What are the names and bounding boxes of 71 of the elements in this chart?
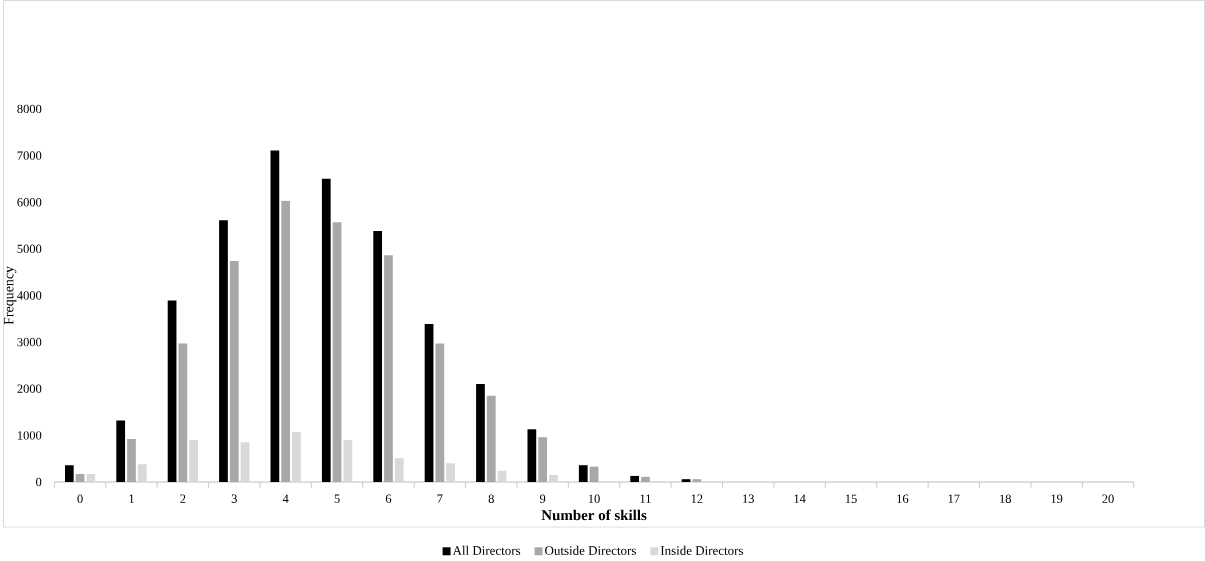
x-tick-label: 6 — [385, 494, 392, 504]
bar — [127, 439, 136, 483]
legend-label: Inside Directors — [660, 546, 744, 556]
legend-label: Outside Directors — [545, 546, 636, 556]
bar — [292, 432, 301, 483]
x-tick-label: 17 — [948, 494, 960, 503]
bar — [681, 479, 691, 483]
bar — [167, 300, 177, 483]
bar — [692, 479, 702, 483]
bar — [229, 261, 239, 483]
bar — [64, 465, 74, 483]
x-tick-label: 3 — [231, 494, 237, 504]
x-tick-label: 2 — [180, 494, 186, 503]
bar — [549, 475, 558, 483]
x-tick-label: 20 — [1102, 494, 1114, 504]
bar — [270, 150, 280, 483]
bar — [75, 474, 85, 483]
x-tick-label: 15 — [845, 494, 857, 504]
x-tick-label: 11 — [640, 494, 651, 503]
x-tick-label: 16 — [897, 494, 909, 504]
bar — [630, 476, 640, 483]
bar — [578, 465, 588, 483]
bar — [641, 477, 650, 483]
x-tick-label: 0 — [77, 494, 83, 504]
y-tick-label: 5000 — [17, 244, 42, 254]
x-tick-label: 13 — [743, 494, 754, 504]
x-tick-label: 12 — [691, 494, 703, 503]
x-tick-label: 5 — [334, 494, 340, 504]
x-axis-title: Number of skills — [541, 509, 647, 521]
bar — [497, 470, 507, 483]
y-tick-label: 7000 — [17, 151, 42, 160]
bar — [332, 222, 342, 483]
bar — [527, 429, 537, 483]
bar — [476, 384, 485, 483]
x-tick-label: 9 — [539, 494, 546, 504]
x-tick-label: 7 — [437, 494, 443, 503]
legend-label: All Directors — [452, 546, 521, 556]
bar — [435, 343, 445, 483]
bar — [116, 420, 126, 483]
bar — [394, 458, 404, 483]
y-tick-label: 8000 — [17, 104, 42, 114]
bar — [219, 220, 228, 483]
x-tick-label: 4 — [282, 494, 289, 503]
bar — [321, 179, 331, 483]
x-tick-label: 19 — [1051, 494, 1063, 504]
y-tick-label: 3000 — [17, 338, 42, 347]
x-tick-label: 10 — [588, 494, 600, 504]
bar — [240, 442, 250, 483]
x-tick-label: 14 — [794, 494, 806, 503]
bar — [486, 395, 496, 483]
bar — [178, 343, 188, 483]
bar — [384, 255, 393, 483]
bar — [137, 464, 147, 483]
bar — [189, 440, 199, 483]
bar — [589, 466, 599, 483]
y-tick-label: 2000 — [17, 384, 42, 394]
x-tick-label: 1 — [129, 494, 134, 503]
y-axis-title: Frequency — [4, 266, 17, 325]
bar — [373, 231, 383, 483]
x-tick-label: 8 — [488, 494, 494, 504]
bar — [446, 463, 456, 483]
y-tick-label: 0 — [36, 477, 42, 487]
bar — [343, 440, 353, 483]
x-tick-label: 18 — [1000, 494, 1011, 504]
y-tick-label: 6000 — [17, 198, 42, 207]
y-tick-label: 4000 — [17, 291, 42, 300]
bar — [86, 474, 96, 483]
bar — [424, 324, 434, 483]
bar — [538, 437, 548, 483]
bar — [281, 200, 291, 483]
y-tick-label: 1000 — [17, 431, 42, 440]
